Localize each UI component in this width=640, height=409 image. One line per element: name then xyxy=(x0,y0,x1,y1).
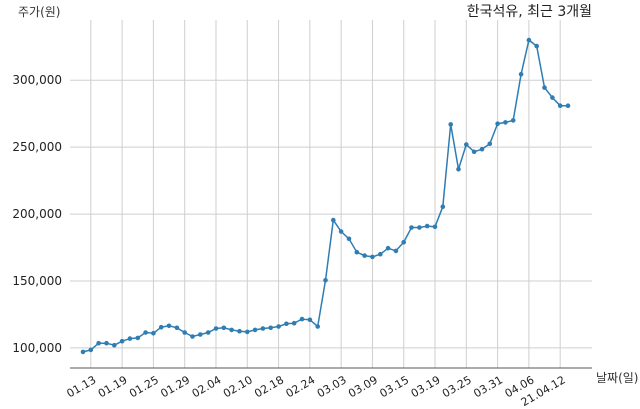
data-point xyxy=(542,85,547,90)
data-point xyxy=(378,251,383,257)
data-point xyxy=(432,224,438,230)
x-tick-labels: 01.1301.1901.2501.2902.0402.1002.1802.24… xyxy=(65,373,568,409)
y-tick-label: 200,000 xyxy=(12,207,62,221)
data-point xyxy=(401,239,407,245)
data-point xyxy=(393,248,399,254)
data-point xyxy=(151,330,156,336)
data-point xyxy=(307,317,313,323)
x-tick-label: 02.04 xyxy=(190,373,224,400)
data-point xyxy=(370,254,375,260)
data-point xyxy=(96,340,101,346)
data-point xyxy=(464,142,469,147)
chart-title: 한국석유, 최근 3개월 xyxy=(467,4,592,20)
data-point xyxy=(440,204,446,209)
data-point xyxy=(158,324,164,330)
data-point xyxy=(237,328,242,334)
data-point xyxy=(166,323,172,329)
data-point xyxy=(409,225,414,230)
data-point xyxy=(503,120,508,125)
data-point xyxy=(534,43,539,49)
data-point xyxy=(362,253,367,258)
data-point xyxy=(260,326,266,331)
data-point xyxy=(143,330,148,335)
x-tick-label: 01.29 xyxy=(158,373,192,400)
data-point xyxy=(88,347,94,353)
data-point xyxy=(104,340,109,346)
y-tick-label: 100,000 xyxy=(12,341,62,355)
data-point xyxy=(190,334,195,339)
data-point xyxy=(487,141,493,147)
x-tick-label: 03.25 xyxy=(440,373,474,400)
data-point xyxy=(471,149,477,155)
y-tick-label: 150,000 xyxy=(12,274,62,288)
data-point xyxy=(252,327,258,333)
x-tick-label: 02.24 xyxy=(284,373,318,400)
x-tick-label: 03.09 xyxy=(346,373,380,400)
data-point xyxy=(354,249,360,255)
data-point xyxy=(284,321,289,327)
data-point xyxy=(182,330,187,335)
price-series-line xyxy=(82,38,568,353)
data-point xyxy=(276,324,281,329)
data-point xyxy=(479,146,485,152)
data-point xyxy=(550,95,555,100)
data-point xyxy=(338,229,344,234)
x-axis-label: 날짜(일) xyxy=(596,371,638,385)
x-tick-label: 03.15 xyxy=(377,373,411,400)
data-point xyxy=(205,330,211,335)
data-point xyxy=(80,349,86,355)
data-point xyxy=(119,338,125,344)
data-point xyxy=(448,122,454,127)
x-tick-label: 01.19 xyxy=(96,373,130,400)
y-tick-label: 250,000 xyxy=(12,140,62,154)
data-point xyxy=(424,223,430,229)
x-tick-label: 03.19 xyxy=(409,373,443,400)
data-point xyxy=(518,71,524,77)
data-point xyxy=(213,326,219,331)
data-point xyxy=(557,103,563,108)
y-axis-label: 주가(원) xyxy=(18,5,60,19)
y-tick-label: 300,000 xyxy=(12,73,62,87)
data-point xyxy=(417,225,422,230)
data-point xyxy=(315,324,321,329)
data-point xyxy=(495,121,500,126)
data-point xyxy=(510,118,516,123)
data-point xyxy=(299,316,305,322)
y-tick-labels: 100,000 150,000 200,000 250,000 300,000 xyxy=(12,73,62,355)
data-point xyxy=(112,342,117,348)
data-point xyxy=(229,327,234,333)
price-points xyxy=(80,37,571,355)
data-point xyxy=(291,320,297,326)
x-tick-label: 02.18 xyxy=(252,373,286,400)
x-tick-label: 02.10 xyxy=(221,373,255,400)
data-point xyxy=(174,325,180,331)
data-point xyxy=(135,335,141,341)
x-tick-label: 01.13 xyxy=(65,373,99,400)
grid-layer xyxy=(70,20,592,368)
data-point xyxy=(323,278,328,283)
data-point xyxy=(221,325,227,331)
data-point xyxy=(385,245,391,251)
x-tick-label: 01.25 xyxy=(127,373,161,400)
data-point xyxy=(456,166,461,172)
data-point xyxy=(346,236,352,242)
data-point xyxy=(526,37,532,43)
data-point xyxy=(268,325,274,331)
data-point xyxy=(565,103,571,108)
data-point xyxy=(331,217,336,223)
data-point xyxy=(198,332,203,337)
data-point xyxy=(245,329,250,335)
x-tick-label: 03.03 xyxy=(315,373,349,400)
data-point xyxy=(127,336,133,341)
x-tick-label: 03.31 xyxy=(471,373,505,400)
